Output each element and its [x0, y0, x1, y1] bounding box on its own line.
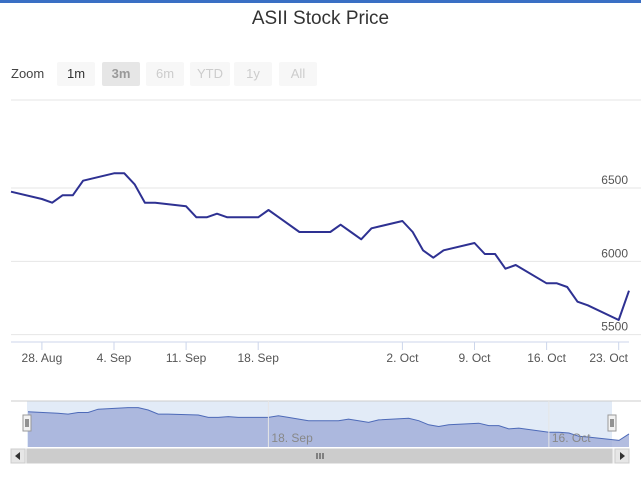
- navigator-series-area: [28, 407, 629, 447]
- zoom-button-6m[interactable]: 6m: [146, 62, 184, 86]
- y-tick-label: 5500: [601, 320, 628, 334]
- navigator-handle-box[interactable]: [607, 414, 617, 432]
- grid-lines: [11, 99, 641, 336]
- x-tick-label: 11. Sep: [166, 351, 207, 365]
- x-tick-label: 2. Oct: [386, 351, 419, 365]
- zoom-button-all[interactable]: All: [279, 62, 317, 86]
- navigator-tick-label: 18. Sep: [271, 431, 313, 445]
- scrollbar-grip-icon: [316, 453, 324, 459]
- x-tick-label: 16. Oct: [527, 351, 566, 365]
- chart-title: ASII Stock Price: [251, 8, 390, 29]
- navigator-handle-box[interactable]: [22, 414, 32, 432]
- zoom-button-1m[interactable]: 1m: [57, 62, 95, 86]
- navigator-ticks: 18. Sep 16. Oct: [267, 401, 591, 447]
- navigator: 18. Sep 16. Oct: [11, 400, 641, 447]
- zoom-button-ytd[interactable]: YTD: [190, 62, 230, 86]
- zoom-label: Zoom: [11, 66, 45, 81]
- top-accent-bar: [0, 0, 641, 3]
- x-tick-label: 28. Aug: [22, 351, 63, 365]
- scrollbar: [10, 448, 630, 464]
- y-axis-tick-labels: 5500 6000 6500: [601, 173, 628, 334]
- navigator-left-handle[interactable]: [22, 414, 32, 432]
- navigator-tick-label: 16. Oct: [552, 431, 591, 445]
- y-tick-label: 6500: [601, 173, 628, 187]
- x-tick-label: 18. Sep: [238, 351, 280, 365]
- zoom-button-1y[interactable]: 1y: [234, 62, 272, 86]
- arrow-left-icon: [15, 452, 20, 460]
- price-series-line: [10, 172, 630, 321]
- navigator-right-handle[interactable]: [607, 414, 617, 432]
- x-tick-label: 23. Oct: [589, 351, 628, 365]
- navigator-series-line: [27, 407, 630, 441]
- x-tick-label: 4. Sep: [97, 351, 132, 365]
- arrow-right-icon: [620, 452, 625, 460]
- x-tick-label: 9. Oct: [458, 351, 491, 365]
- y-tick-label: 6000: [601, 246, 628, 260]
- zoom-button-3m[interactable]: 3m: [102, 62, 140, 86]
- x-axis-ticks: 28. Aug 4. Sep 11. Sep 18. Sep 2. Oct 9. Oct 1…: [22, 342, 629, 365]
